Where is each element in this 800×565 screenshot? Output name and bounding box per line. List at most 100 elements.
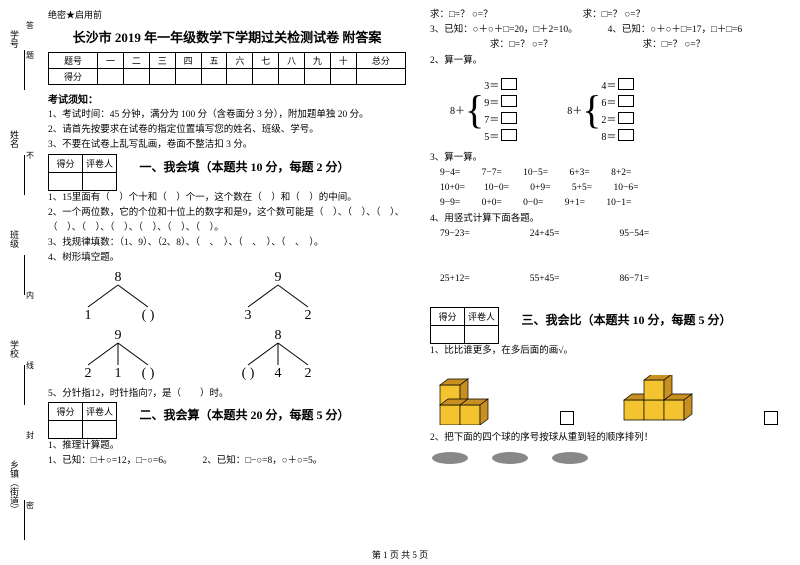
- notice-2: 2、请首先按要求在试卷的指定位置填写您的姓名、班级、学号。: [48, 123, 406, 138]
- hint-6: 密: [26, 500, 34, 511]
- v1-2: 95−54=: [619, 227, 649, 242]
- mini3-h2: 评卷人: [465, 308, 499, 326]
- b1-3: 5＝: [484, 128, 499, 143]
- hint-1: 题: [26, 50, 34, 61]
- b1-1: 9＝: [484, 94, 499, 109]
- s3-q1: 1、比比谁更多，在多后面的画√。: [430, 344, 788, 359]
- r2a: 3、已知：○＋○＋□=20，□＋2=10。: [430, 23, 578, 38]
- hint-4: 线: [26, 360, 34, 371]
- svg-text:2: 2: [85, 366, 92, 381]
- td-defen: 得分: [49, 69, 98, 85]
- blank[interactable]: [83, 172, 117, 190]
- blank[interactable]: [49, 172, 83, 190]
- s1-q3: 3、找规律填数：（1、9）、（2、8）、（ 、 ）、（ 、 ）、（ 、 ）。: [48, 236, 406, 251]
- blank[interactable]: [227, 69, 253, 85]
- blank[interactable]: [123, 69, 149, 85]
- answer-box[interactable]: [501, 95, 517, 107]
- blank[interactable]: [175, 69, 201, 85]
- cube-stack-2: [614, 375, 724, 425]
- calc-r2: 9−9= 0+0= 0−0= 9+1= 10−1=: [440, 196, 788, 211]
- brace-2: 8＋ { 4＝ 6＝ 2＝ 8＝: [567, 77, 634, 143]
- blank[interactable]: [431, 326, 465, 344]
- s1-q2: 2、一个两位数，它的个位和十位上的数字和是9，这个数可能是（ ）、（ ）、（ ）…: [48, 206, 406, 236]
- th-3: 三: [149, 53, 175, 69]
- line-3: [24, 255, 25, 295]
- answer-box[interactable]: [618, 78, 634, 90]
- shadow-1: [430, 450, 470, 466]
- answer-box[interactable]: [618, 95, 634, 107]
- svg-text:2: 2: [305, 308, 312, 323]
- section-3-title: 三、我会比（本题共 10 分，每题 5 分）: [522, 311, 732, 328]
- blank[interactable]: [49, 420, 83, 438]
- blank[interactable]: [149, 69, 175, 85]
- th-8: 八: [279, 53, 305, 69]
- blank[interactable]: [330, 69, 356, 85]
- brace-row: 8＋ { 3＝ 9＝ 7＝ 5＝ 8＋ { 4＝ 6＝ 2＝ 8＝: [450, 73, 788, 147]
- hint-0: 答: [26, 20, 34, 31]
- v2-2: 86−71=: [619, 272, 649, 287]
- check-box-1[interactable]: [560, 411, 574, 425]
- label-xuehao: 学号: [8, 30, 21, 48]
- svg-text:4: 4: [275, 366, 282, 381]
- svg-text:8: 8: [115, 270, 122, 285]
- svg-text:1: 1: [85, 308, 92, 323]
- blank[interactable]: [305, 69, 331, 85]
- b2-1: 6＝: [601, 94, 616, 109]
- rq4: 4、用竖式计算下面各题。: [430, 212, 788, 227]
- answer-box[interactable]: [501, 78, 517, 90]
- svg-text:3: 3: [245, 308, 252, 323]
- v1-1: 24+45=: [530, 227, 560, 242]
- brace-1: 8＋ { 3＝ 9＝ 7＝ 5＝: [450, 77, 517, 143]
- line-5: [24, 500, 25, 540]
- b1-2: 7＝: [484, 111, 499, 126]
- r2c: 求：□=？ ○=？: [490, 38, 553, 53]
- grade-box-1: 得分评卷人: [48, 154, 117, 191]
- grade-box-2: 得分评卷人: [48, 402, 117, 439]
- blank[interactable]: [98, 69, 124, 85]
- label-xiangzhen: 乡镇（街道）: [8, 460, 21, 514]
- r1b: 求：□=？ ○=？: [583, 8, 646, 23]
- page-footer: 第 1 页 共 5 页: [0, 548, 800, 561]
- score-table: 题号 一 二 三 四 五 六 七 八 九 十 总分 得分: [48, 52, 406, 85]
- left-column: 绝密★启用前 长沙市 2019 年一年级数学下学期过关检测试卷 附答案 题号 一…: [36, 0, 418, 540]
- s3-q2: 2、把下面的四个球的序号按球从重到轻的顺序排列！: [430, 431, 788, 446]
- blank[interactable]: [465, 326, 499, 344]
- svg-text:( ): ( ): [242, 366, 255, 381]
- rq3: 3、算一算。: [430, 151, 788, 166]
- page: 学号 姓名 班级 学校 乡镇（街道） 答 题 不 内 线 封 密 绝密★启用前 …: [0, 0, 800, 540]
- blank[interactable]: [356, 69, 405, 85]
- th-2: 二: [123, 53, 149, 69]
- svg-text:1: 1: [115, 366, 122, 381]
- shadow-2: [490, 450, 530, 466]
- check-box-2[interactable]: [764, 411, 778, 425]
- svg-text:9: 9: [275, 270, 282, 285]
- blank[interactable]: [253, 69, 279, 85]
- mini2-h1: 得分: [49, 402, 83, 420]
- th-6: 六: [227, 53, 253, 69]
- calc-r1: 10+0= 10−0= 0+9= 5+5= 10−6=: [440, 181, 788, 196]
- s2-q1b: 2、已知：□−○=8，○＋○=5。: [203, 454, 323, 469]
- line-1: [24, 50, 25, 90]
- s2-q1a: 1、已知：□＋○=12，□−○=6。: [48, 454, 173, 469]
- blank[interactable]: [279, 69, 305, 85]
- th-5: 五: [201, 53, 227, 69]
- answer-box[interactable]: [618, 112, 634, 124]
- rq2: 2、算一算。: [430, 54, 788, 69]
- answer-box[interactable]: [501, 129, 517, 141]
- binding-sidebar: 学号 姓名 班级 学校 乡镇（街道） 答 题 不 内 线 封 密: [0, 0, 36, 540]
- hint-3: 内: [26, 290, 34, 301]
- blank[interactable]: [201, 69, 227, 85]
- score-header-row: 题号 一 二 三 四 五 六 七 八 九 十 总分: [49, 53, 406, 69]
- blank[interactable]: [83, 420, 117, 438]
- answer-box[interactable]: [501, 112, 517, 124]
- notice-3: 3、不要在试卷上乱写乱画，卷面不整洁扣 3 分。: [48, 138, 406, 153]
- answer-box[interactable]: [618, 129, 634, 141]
- notice-1: 1、考试时间：45 分钟，满分为 100 分（含卷面分 3 分），附加题单独 2…: [48, 108, 406, 123]
- hint-2: 不: [26, 150, 34, 161]
- b1-0: 3＝: [484, 77, 499, 92]
- svg-text:( ): ( ): [142, 308, 155, 323]
- calc-r0: 9−4= 7−7= 10−5= 6+3= 8+2=: [440, 166, 788, 181]
- label-xuexiao: 学校: [8, 340, 21, 358]
- mini-h1: 得分: [49, 154, 83, 172]
- label-xingming: 姓名: [8, 130, 21, 148]
